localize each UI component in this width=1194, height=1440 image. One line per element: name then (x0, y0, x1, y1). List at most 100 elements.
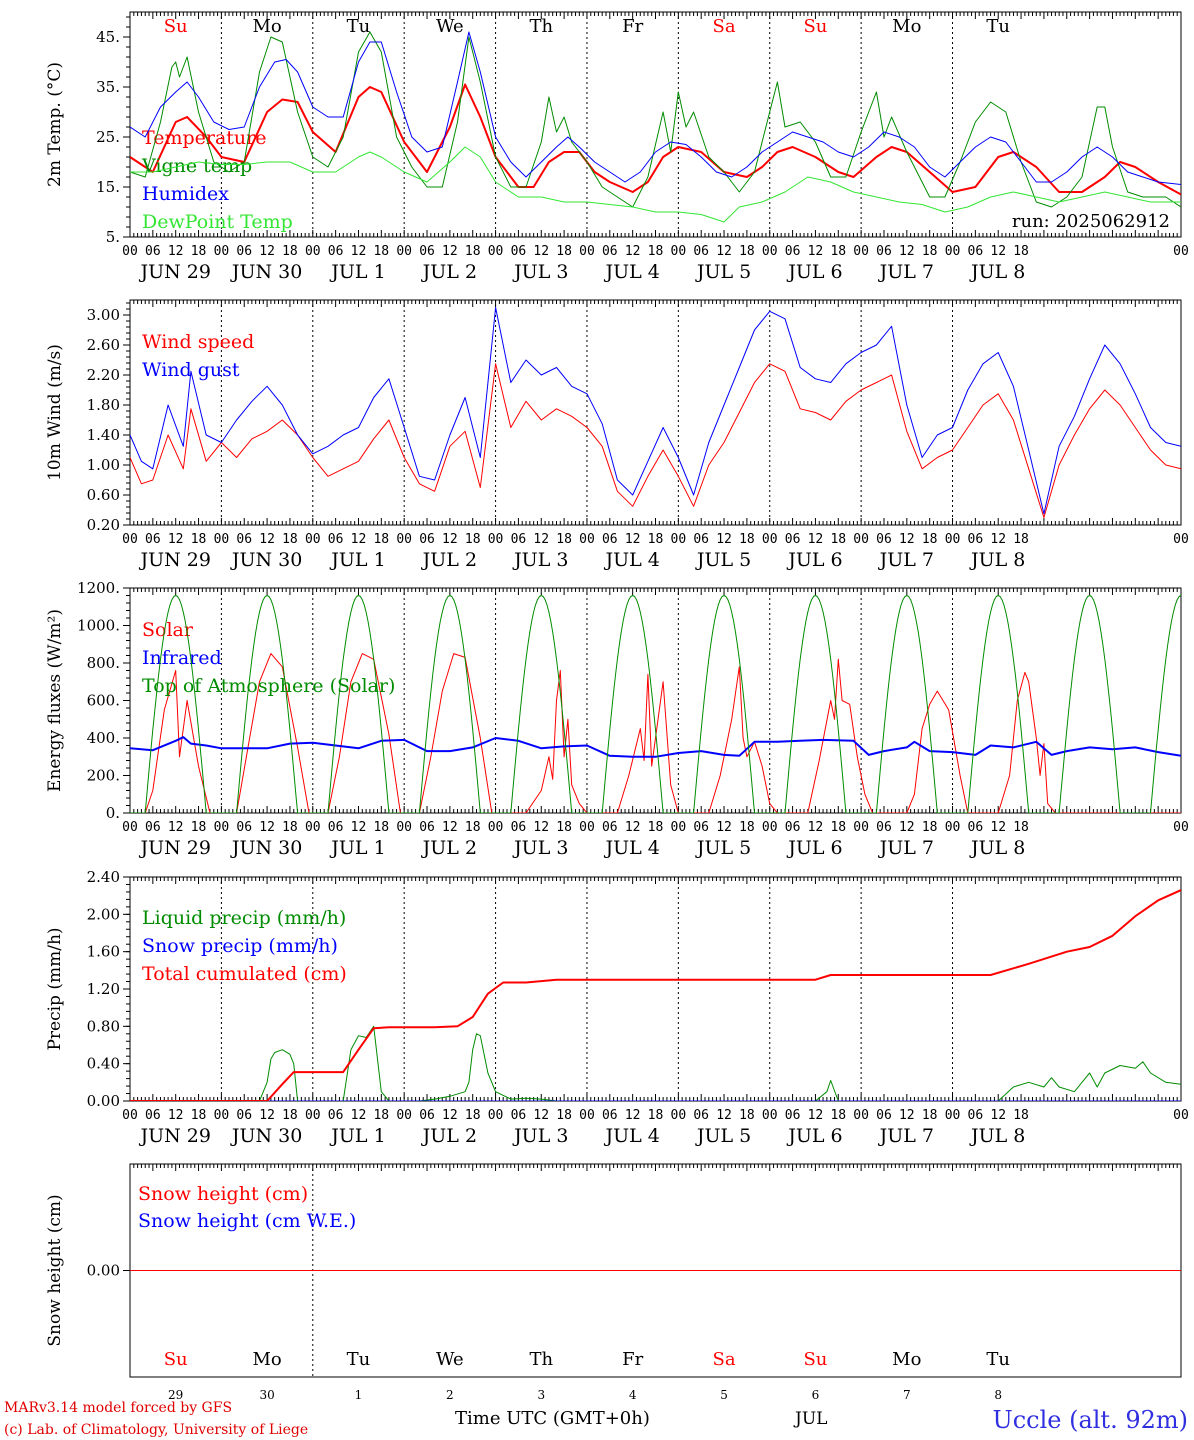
y-tick-label: 1.60 (87, 943, 120, 961)
legend-entry: Top of Atmosphere (Solar) (142, 675, 395, 697)
hour-tick-label: 18 (830, 820, 846, 835)
hour-tick-label: 12 (351, 244, 367, 259)
hour-tick-label: 00 (488, 1108, 504, 1123)
hour-tick-label: 18 (556, 820, 572, 835)
hour-tick-label: 06 (785, 532, 801, 547)
series-line-humidex (130, 31, 1181, 185)
model-credit-line1: MARv3.14 model forced by GFS (4, 1400, 232, 1416)
hour-tick-label: 00 (671, 532, 687, 547)
hour-tick-label: 00 (579, 820, 595, 835)
hour-tick-label: 18 (922, 244, 938, 259)
legend-entry: Snow precip (mm/h) (142, 935, 338, 957)
y-tick-label: 2.00 (87, 905, 120, 923)
hour-tick-label: 18 (922, 1108, 938, 1123)
hour-tick-label: 18 (556, 532, 572, 547)
hour-tick-label: 00 (305, 820, 321, 835)
series-line-wind-speed (130, 363, 1181, 518)
hour-tick-label: 18 (373, 532, 389, 547)
hour-tick-label: 18 (739, 1108, 755, 1123)
weekday-label: Su (803, 16, 827, 37)
y-axis-label: Energy fluxes (W/m²) (45, 609, 65, 792)
hour-tick-label: 12 (625, 820, 641, 835)
date-label: JUL 5 (695, 1125, 751, 1147)
hour-tick-label: 12 (168, 820, 184, 835)
hour-tick-label: 18 (282, 532, 298, 547)
hour-tick-label: 18 (1013, 244, 1029, 259)
legend-entry: Wind speed (142, 331, 254, 353)
hour-tick-label: 06 (145, 532, 161, 547)
hour-tick-label: 06 (511, 1108, 527, 1123)
hour-tick-label: 06 (419, 820, 435, 835)
hour-tick-label: 18 (556, 1108, 572, 1123)
hour-tick-label: 12 (990, 532, 1006, 547)
date-label: JUL 6 (786, 837, 842, 859)
hour-tick-label: 06 (419, 532, 435, 547)
date-label: JUL 1 (329, 549, 385, 571)
hour-tick-label: 18 (739, 532, 755, 547)
weekday-label: Th (529, 16, 553, 37)
hour-tick-label: 12 (168, 244, 184, 259)
hour-tick-label: 18 (191, 532, 207, 547)
date-label: JUL 4 (603, 261, 659, 283)
y-tick-label: 600. (87, 692, 120, 710)
hour-tick-label: 12 (625, 532, 641, 547)
hour-tick-label: 18 (465, 820, 481, 835)
hour-tick-label: 12 (351, 532, 367, 547)
date-label: JUL 2 (421, 1125, 477, 1147)
hour-tick-label: 12 (533, 244, 549, 259)
weekday-label: Th (529, 1349, 553, 1370)
weekday-label: Tu (986, 1349, 1010, 1370)
hour-tick-label: 00 (762, 532, 778, 547)
hour-tick-label: 06 (602, 532, 618, 547)
date-label: JUN 29 (138, 1125, 210, 1147)
hour-tick-label: 00 (762, 820, 778, 835)
series-line-total-cumulated-cm- (130, 889, 1181, 1101)
hour-tick-label: 12 (168, 1108, 184, 1123)
hour-tick-label: 06 (693, 532, 709, 547)
hour-tick-label: 12 (716, 532, 732, 547)
y-tick-label: 1.80 (87, 396, 120, 414)
hour-tick-label: 06 (968, 820, 984, 835)
weekday-label: Mo (892, 16, 921, 37)
date-label: JUL 3 (512, 549, 568, 571)
hour-tick-label: 00 (853, 532, 869, 547)
hour-tick-label: 18 (830, 244, 846, 259)
hour-tick-label: 06 (328, 820, 344, 835)
hour-tick-label: 00 (1173, 1108, 1189, 1123)
date-label: JUN 29 (138, 837, 210, 859)
y-tick-label: 2.40 (87, 868, 120, 886)
hour-tick-label: 00 (579, 244, 595, 259)
footer: MARv3.14 model forced by GFS (c) Lab. of… (4, 1400, 1188, 1438)
y-tick-label: 0.80 (87, 1017, 120, 1035)
date-label: JUL 4 (603, 837, 659, 859)
hour-tick-label: 12 (899, 244, 915, 259)
day-number-label: 4 (629, 1388, 637, 1402)
hour-tick-label: 06 (511, 820, 527, 835)
plot-frame (129, 299, 1182, 526)
date-label: JUL 4 (603, 549, 659, 571)
hour-tick-label: 06 (236, 820, 252, 835)
y-tick-label: 1.00 (87, 456, 120, 474)
hour-tick-label: 18 (830, 532, 846, 547)
hour-tick-label: 00 (488, 532, 504, 547)
weekday-label: Mo (892, 1349, 921, 1370)
hour-tick-label: 06 (693, 244, 709, 259)
hour-tick-label: 18 (1013, 1108, 1029, 1123)
hour-tick-label: 18 (191, 1108, 207, 1123)
weekday-label: Su (164, 16, 188, 37)
date-label: JUL 8 (969, 261, 1025, 283)
hour-tick-label: 12 (533, 532, 549, 547)
weekday-label: Sa (713, 16, 736, 37)
y-tick-label: 200. (87, 767, 120, 785)
hour-tick-label: 18 (648, 820, 664, 835)
date-label: JUL 3 (512, 261, 568, 283)
hour-tick-label: 06 (876, 820, 892, 835)
y-tick-label: 2.60 (87, 336, 120, 354)
y-axis-label: 10m Wind (m/s) (45, 344, 65, 481)
day-number-label: 7 (903, 1388, 911, 1402)
hour-tick-label: 00 (396, 532, 412, 547)
chart-panel-1: 5. 15. 25. 35. 45. 2m Temp. (°C) Su Mo Tu We Th Fr S… (45, 11, 1189, 283)
hour-tick-label: 12 (442, 820, 458, 835)
hour-tick-label: 00 (396, 820, 412, 835)
date-label: JUL 6 (786, 1125, 842, 1147)
